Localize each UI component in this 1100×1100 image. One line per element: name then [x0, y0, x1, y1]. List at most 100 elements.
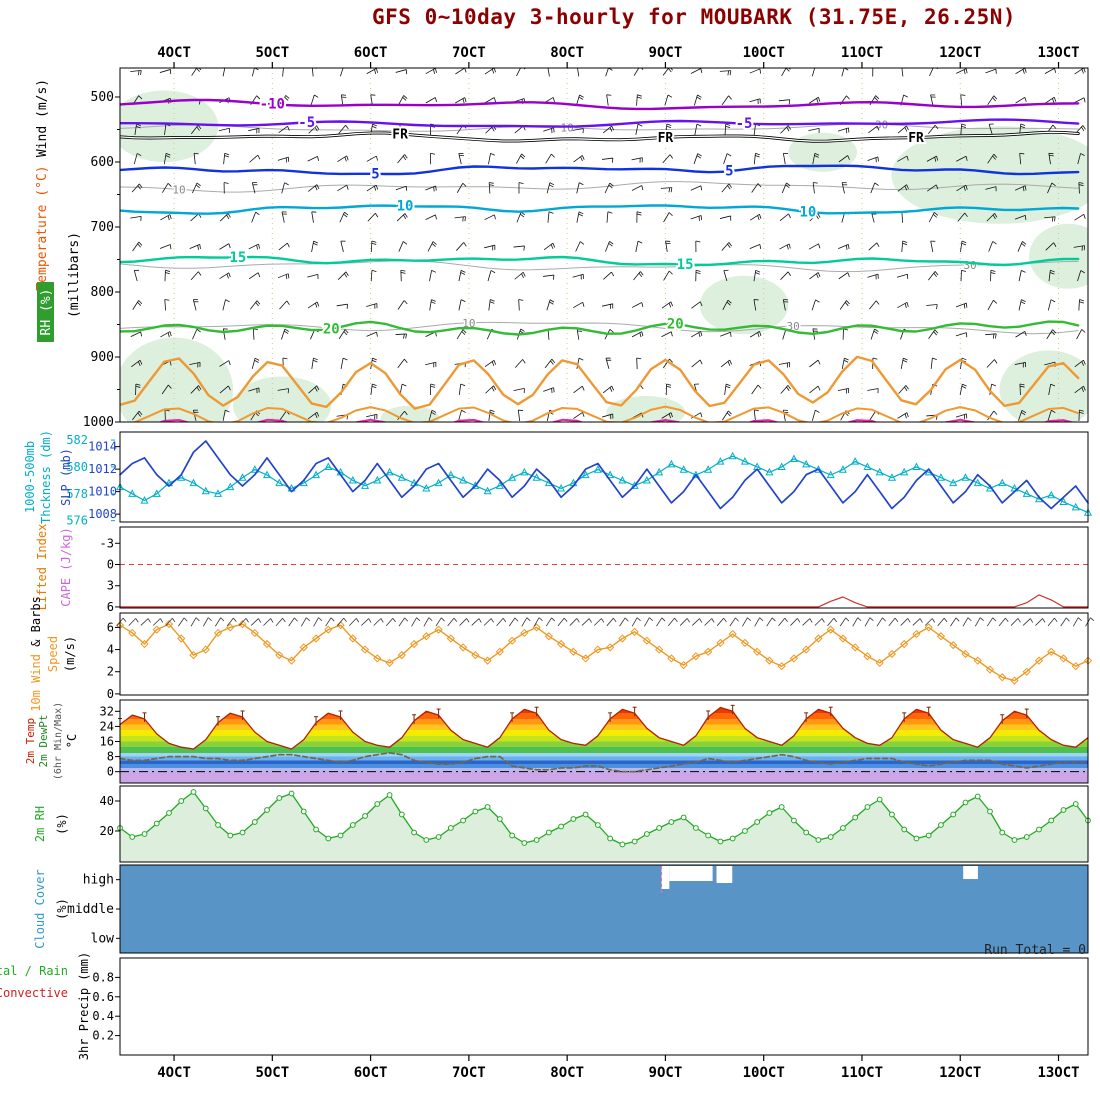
- svg-text:20: 20: [667, 316, 684, 332]
- svg-text:1012: 1012: [88, 462, 117, 476]
- svg-text:10: 10: [397, 199, 414, 215]
- svg-text:32: 32: [100, 704, 114, 718]
- svg-text:high: high: [83, 873, 114, 888]
- svg-text:2m DewPt: 2m DewPt: [37, 715, 50, 768]
- svg-text:FR: FR: [908, 131, 924, 146]
- svg-text:11OCT: 11OCT: [841, 1065, 883, 1081]
- svg-text:6: 6: [107, 600, 114, 614]
- chart-title: GFS 0~10day 3-hourly for MOUBARK (31.75E…: [372, 5, 1017, 29]
- svg-text:Convective: Convective: [0, 986, 68, 1000]
- svg-text:582: 582: [66, 433, 88, 447]
- svg-text:580: 580: [66, 460, 88, 474]
- svg-text:10OCT: 10OCT: [743, 1065, 785, 1081]
- svg-text:2m RH: 2m RH: [33, 806, 47, 842]
- svg-text:500: 500: [91, 90, 114, 105]
- svg-text:578: 578: [66, 487, 88, 501]
- svg-text:5: 5: [371, 166, 379, 182]
- panel-cloud-cover: high middle low Cloud Cover (%): [33, 864, 1089, 954]
- svg-text:0: 0: [107, 557, 114, 571]
- panel-slp-thickness: 1008 1010 1012 1014 576 578 580 582 1000-500mb Th…: [23, 430, 1093, 528]
- svg-text:Thckness (dm): Thckness (dm): [39, 430, 53, 524]
- svg-text:16: 16: [100, 735, 114, 749]
- svg-text:6: 6: [107, 620, 114, 634]
- svg-text:20: 20: [100, 824, 114, 838]
- svg-text:0.8: 0.8: [92, 970, 114, 984]
- svg-text:576: 576: [66, 514, 88, 528]
- svg-text:9OCT: 9OCT: [649, 1065, 683, 1081]
- svg-text:13OCT: 13OCT: [1037, 45, 1079, 61]
- svg-text:Total / Rain: Total / Rain: [0, 964, 68, 978]
- svg-text:40: 40: [100, 794, 114, 808]
- svg-text:20: 20: [323, 321, 340, 337]
- svg-text:0.2: 0.2: [92, 1029, 114, 1043]
- svg-text:1000: 1000: [83, 415, 114, 430]
- svg-text:11OCT: 11OCT: [841, 45, 883, 61]
- svg-text:10m Wind & Barbs: 10m Wind & Barbs: [29, 596, 43, 712]
- svg-text:10: 10: [799, 205, 816, 221]
- svg-text:1008: 1008: [88, 507, 117, 521]
- panel-2m-rh: 20 40 2m RH (%): [33, 785, 1091, 863]
- svg-text:FR: FR: [392, 127, 408, 142]
- svg-text:(6hr Min/Max): (6hr Min/Max): [53, 702, 64, 780]
- svg-text:6OCT: 6OCT: [354, 45, 388, 61]
- svg-text:(m/s): (m/s): [63, 636, 77, 672]
- svg-text:1014: 1014: [88, 440, 117, 454]
- svg-text:12OCT: 12OCT: [939, 1065, 981, 1081]
- svg-text:10: 10: [561, 122, 574, 135]
- svg-text:7OCT: 7OCT: [452, 45, 486, 61]
- svg-text:15: 15: [229, 250, 246, 266]
- svg-text:9OCT: 9OCT: [649, 45, 683, 61]
- svg-text:0: 0: [107, 687, 114, 701]
- svg-text:700: 700: [91, 220, 114, 235]
- svg-text:5OCT: 5OCT: [255, 45, 289, 61]
- svg-text:Cloud Cover: Cloud Cover: [33, 869, 47, 948]
- svg-text:3hr Precip (mm): 3hr Precip (mm): [77, 952, 91, 1060]
- svg-text:4OCT: 4OCT: [157, 1065, 191, 1081]
- panel-lifted-index: -3 0 3 6 Lifted Index CAPE (J/kg): [35, 524, 1089, 614]
- svg-text:Speed: Speed: [46, 636, 60, 672]
- panel-precip: 0.2 0.4 0.6 0.8 Run Total = 0 Total / Rain Con…: [0, 943, 1089, 1060]
- svg-text:CAPE (J/kg): CAPE (J/kg): [59, 527, 73, 606]
- svg-text:8: 8: [107, 750, 114, 764]
- svg-text:3: 3: [107, 579, 114, 593]
- svg-text:-5: -5: [298, 115, 315, 131]
- svg-text:600: 600: [91, 155, 114, 170]
- svg-text:5OCT: 5OCT: [255, 1065, 289, 1081]
- svg-text:15: 15: [677, 257, 694, 273]
- svg-text:1000-500mb: 1000-500mb: [23, 441, 37, 513]
- svg-text:4: 4: [107, 643, 114, 657]
- svg-text:-3: -3: [100, 536, 114, 550]
- x-axis: 4OCT 4OCT 5OCT 5OCT 6OCT 6OCT 7OCT 7OCT 8OCT 8OCT…: [157, 45, 1079, 1081]
- svg-text:low: low: [91, 931, 115, 946]
- svg-text:5: 5: [725, 164, 733, 180]
- svg-text:middle: middle: [67, 902, 114, 917]
- svg-text:0.6: 0.6: [92, 990, 114, 1004]
- svg-text:-5: -5: [736, 116, 753, 132]
- svg-text:800: 800: [91, 285, 114, 300]
- svg-text:SLP (mb): SLP (mb): [59, 448, 73, 506]
- svg-text:-10: -10: [260, 97, 285, 113]
- svg-text:Run Total = 0: Run Total = 0: [984, 943, 1086, 958]
- svg-text:13OCT: 13OCT: [1037, 1065, 1079, 1081]
- svg-text:8OCT: 8OCT: [550, 1065, 584, 1081]
- svg-text:2m Temp: 2m Temp: [24, 718, 37, 764]
- svg-text:2: 2: [107, 665, 114, 679]
- svg-text:10: 10: [172, 183, 185, 196]
- svg-text:7OCT: 7OCT: [452, 1065, 486, 1081]
- svg-text:(millibars): (millibars): [67, 232, 82, 318]
- svg-text:(%): (%): [55, 813, 69, 835]
- svg-text:°C: °C: [65, 734, 79, 748]
- svg-text:Wind (m/s): Wind (m/s): [35, 79, 50, 157]
- svg-text:0.4: 0.4: [92, 1009, 114, 1023]
- svg-text:12OCT: 12OCT: [939, 45, 981, 61]
- svg-text:6OCT: 6OCT: [354, 1065, 388, 1081]
- svg-text:900: 900: [91, 350, 114, 365]
- svg-text:24: 24: [100, 719, 114, 733]
- svg-text:10OCT: 10OCT: [743, 45, 785, 61]
- svg-text:8OCT: 8OCT: [550, 45, 584, 61]
- svg-text:Lifted Index: Lifted Index: [35, 524, 49, 611]
